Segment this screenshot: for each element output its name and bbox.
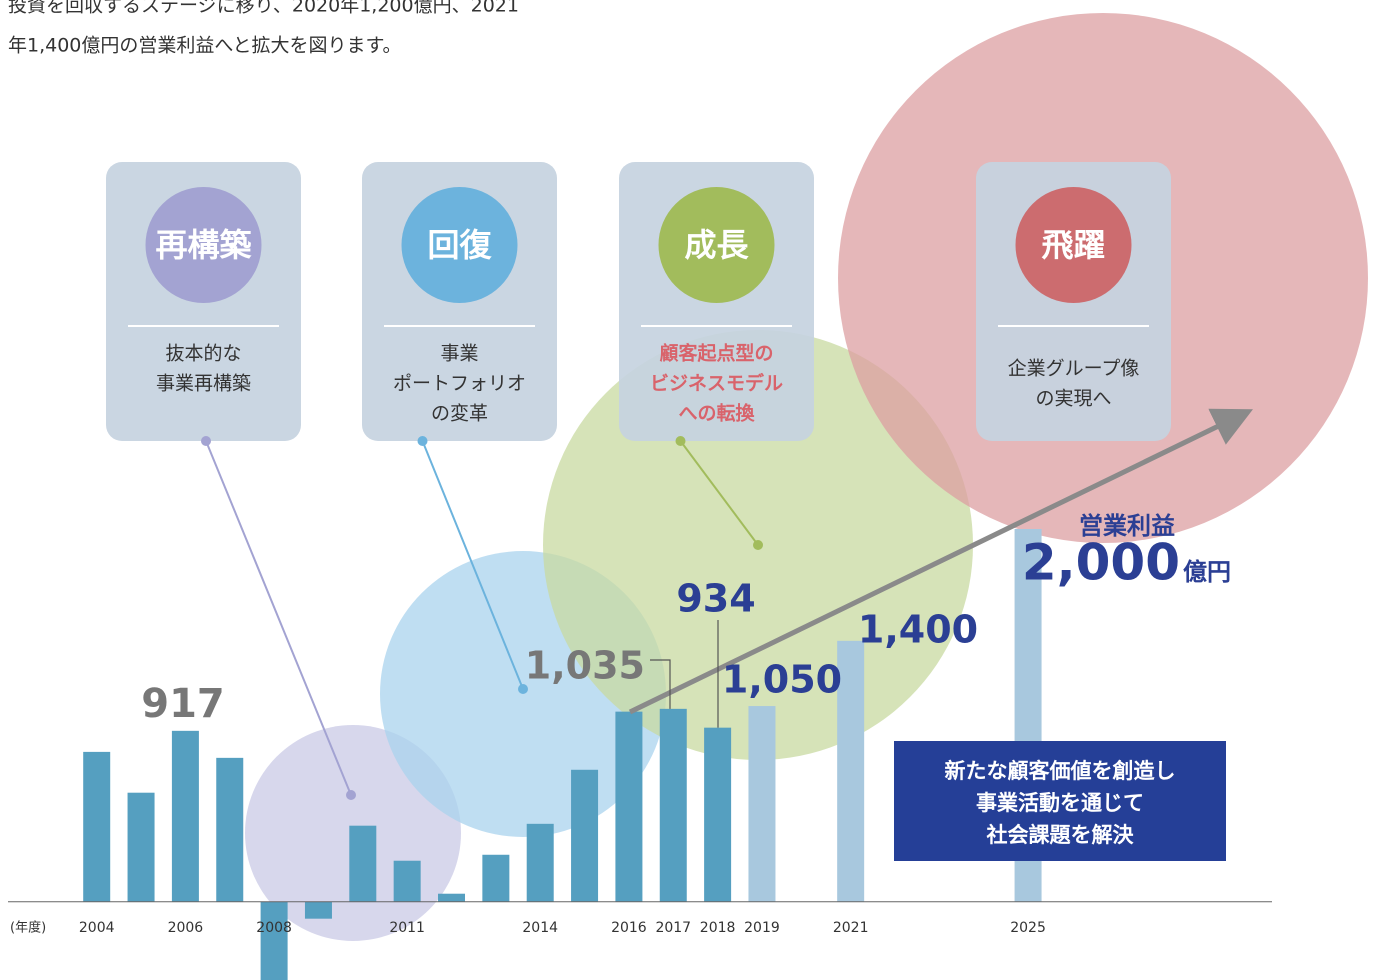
bar bbox=[482, 854, 510, 902]
connector-dot bbox=[518, 684, 528, 694]
phase-desc: 事業再構築 bbox=[156, 373, 251, 395]
bar bbox=[393, 860, 421, 902]
target-label: 営業利益 bbox=[1079, 512, 1175, 540]
bar bbox=[216, 757, 244, 902]
bar bbox=[659, 708, 687, 902]
x-tick-label: 2021 bbox=[833, 920, 869, 936]
bar bbox=[127, 792, 155, 902]
phase-title: 成長 bbox=[684, 226, 749, 264]
phase-desc: ポートフォリオ bbox=[393, 373, 526, 395]
phase-desc: への転換 bbox=[678, 402, 755, 425]
connector bbox=[679, 440, 759, 546]
phase-badge bbox=[658, 187, 775, 303]
x-tick-label: 2025 bbox=[1010, 920, 1046, 936]
connector bbox=[421, 440, 524, 690]
x-tick-label: 2006 bbox=[168, 920, 204, 936]
phase-badge bbox=[145, 187, 262, 303]
message-text: 社会課題を解決 bbox=[986, 823, 1135, 847]
message-text: 新たな顧客価値を創造し bbox=[945, 759, 1176, 783]
value-label: 1,400 bbox=[858, 608, 978, 652]
bar bbox=[526, 823, 554, 902]
x-tick-label: 2016 bbox=[611, 920, 647, 936]
phase-badge bbox=[1015, 187, 1132, 303]
x-tick-label: 2011 bbox=[389, 920, 425, 936]
x-axis-label: (年度) bbox=[10, 920, 46, 936]
phase-title: 再構築 bbox=[155, 226, 252, 264]
connector-dot bbox=[675, 436, 686, 446]
x-tick-label: 2008 bbox=[256, 920, 292, 936]
phase-desc: 顧客起点型の bbox=[659, 342, 773, 365]
phase-title: 飛躍 bbox=[1041, 226, 1105, 264]
phase-desc: の変革 bbox=[431, 403, 488, 425]
connector-dot bbox=[201, 436, 211, 446]
x-tick-label: 2019 bbox=[744, 920, 780, 936]
message-text: 事業活動を通じて bbox=[976, 791, 1144, 815]
phase-desc: 事業 bbox=[440, 343, 478, 365]
phase-desc: ビジネスモデル bbox=[650, 372, 783, 395]
bar bbox=[615, 711, 643, 902]
bar bbox=[171, 730, 199, 902]
intro-text: 年1,400億円の営業利益へと拡大を図ります。 bbox=[8, 35, 402, 57]
connector-dot bbox=[753, 540, 763, 550]
bar bbox=[748, 706, 776, 902]
bar bbox=[837, 640, 865, 902]
x-tick-label: 2004 bbox=[79, 920, 115, 936]
connector-dot bbox=[417, 436, 428, 446]
bar bbox=[571, 769, 599, 902]
bar bbox=[349, 825, 377, 902]
value-label: 934 bbox=[676, 577, 755, 621]
connector bbox=[205, 440, 352, 796]
x-tick-label: 2014 bbox=[522, 920, 558, 936]
phase-title: 回復 bbox=[427, 226, 492, 264]
bar bbox=[438, 893, 466, 902]
value-label: 1,050 bbox=[722, 658, 842, 702]
intro-text: 投資を回収するステージに移り、2020年1,200億円、2021 bbox=[8, 0, 519, 17]
bar bbox=[304, 901, 332, 919]
unit-label: 億円 bbox=[1183, 558, 1231, 586]
growth-arrow bbox=[628, 408, 1253, 715]
leader-line bbox=[650, 659, 671, 709]
phase-desc: 企業グループ像 bbox=[1008, 358, 1140, 380]
message-box bbox=[894, 741, 1226, 861]
bar bbox=[260, 901, 288, 980]
phase-desc: の実現へ bbox=[1035, 388, 1111, 410]
bar bbox=[704, 727, 732, 902]
x-tick-label: 2017 bbox=[655, 920, 691, 936]
phase-desc: 抜本的な bbox=[165, 343, 241, 365]
value-label: 2,000 bbox=[1022, 534, 1180, 592]
x-tick-label: 2018 bbox=[700, 920, 736, 936]
value-label: 917 bbox=[141, 681, 225, 727]
value-label: 1,035 bbox=[525, 644, 645, 688]
phase-badge bbox=[401, 187, 518, 303]
connector-dot bbox=[346, 790, 356, 800]
bar bbox=[83, 751, 111, 902]
